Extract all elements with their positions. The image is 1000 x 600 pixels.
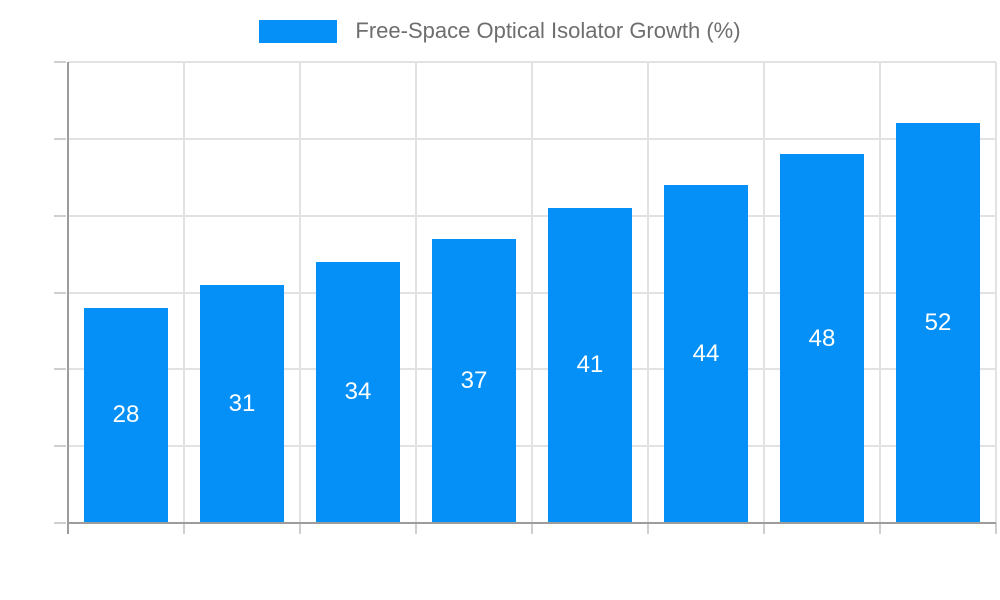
bar-value-label: 28: [112, 401, 140, 429]
gridline-vertical: [763, 62, 765, 523]
y-axis-tick: [54, 61, 66, 63]
y-axis-tick: [54, 368, 66, 371]
gridline-vertical: [415, 62, 417, 523]
y-axis-line: [67, 62, 69, 534]
x-axis-tick: [415, 523, 417, 534]
bar-value-label: 48: [808, 324, 836, 352]
x-axis-tick: [531, 523, 533, 534]
bar[interactable]: 52: [896, 123, 980, 523]
gridline-vertical: [995, 62, 997, 523]
bar-value-label: 31: [228, 389, 256, 417]
legend-swatch-icon: [259, 19, 338, 43]
x-axis-tick: [995, 523, 997, 534]
plot-area: 28 31 34 37 41 44 48 52: [54, 61, 997, 534]
bar[interactable]: 41: [548, 207, 632, 523]
y-axis-tick: [54, 137, 66, 140]
x-axis-tick: [647, 523, 649, 534]
bar-value-label: 34: [344, 378, 372, 406]
bar[interactable]: 37: [432, 238, 516, 523]
bar[interactable]: 28: [84, 307, 168, 523]
gridline-vertical: [531, 62, 533, 523]
legend-label: Free-Space Optical Isolator Growth (%): [355, 18, 741, 43]
bar[interactable]: 31: [200, 284, 284, 523]
bar[interactable]: 44: [664, 184, 748, 523]
gridline-vertical: [299, 62, 301, 523]
x-axis-line: [68, 522, 996, 524]
bar-value-label: 37: [460, 366, 488, 394]
bar-value-label: 52: [924, 309, 952, 337]
bar-value-label: 44: [692, 339, 720, 367]
x-axis-tick: [879, 523, 881, 534]
gridline-vertical: [879, 62, 881, 523]
y-axis-tick: [54, 522, 66, 524]
gridline-vertical: [647, 62, 649, 523]
y-axis-tick: [54, 291, 66, 294]
x-axis-tick: [183, 523, 185, 534]
bar[interactable]: 48: [780, 154, 864, 523]
bar-value-label: 41: [576, 351, 604, 379]
y-axis-tick: [54, 214, 66, 217]
bar[interactable]: 34: [316, 261, 400, 523]
x-axis-tick: [763, 523, 765, 534]
x-axis-tick: [299, 523, 301, 534]
legend-item[interactable]: Free-Space Optical Isolator Growth (%): [0, 18, 1000, 43]
y-axis-tick: [54, 445, 66, 448]
gridline-vertical: [183, 62, 185, 523]
